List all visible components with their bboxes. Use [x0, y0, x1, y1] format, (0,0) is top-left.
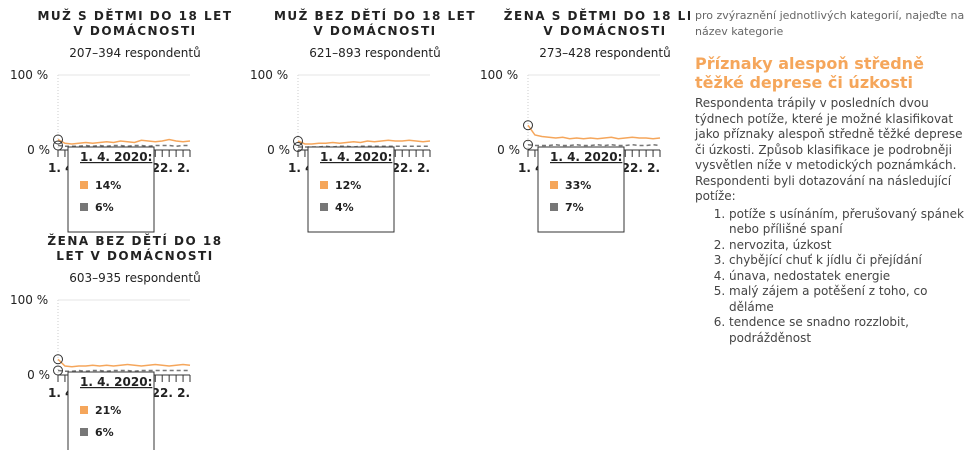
legend-swatch	[80, 428, 88, 436]
x-tick-label: 22. 2.	[152, 386, 190, 400]
chart-subtitle: 273–428 respondentů	[539, 46, 670, 60]
x-tick-label: 22. 2.	[622, 161, 660, 175]
point-marker	[523, 120, 533, 131]
tooltip	[307, 146, 395, 233]
chart-subtitle: 621–893 respondentů	[309, 46, 440, 60]
tooltip-value: 6%	[95, 201, 114, 214]
series-line	[57, 138, 191, 145]
list-item: potíže s usínáním, přerušovaný spánek ne…	[729, 207, 970, 238]
list-item: tendence se snadno rozzlobit, podrážděno…	[729, 315, 970, 346]
y-tick-label: 100 %	[250, 68, 288, 82]
tooltip-title: 1. 4. 2020:	[320, 150, 392, 164]
tooltip-title: 1. 4. 2020:	[550, 150, 622, 164]
y-tick-label: 0 %	[267, 143, 290, 157]
legend-swatch	[320, 181, 328, 189]
tooltip-value: 7%	[565, 201, 584, 214]
legend-swatch	[80, 181, 88, 189]
legend-swatch	[550, 203, 558, 211]
y-tick-label: 0 %	[497, 143, 520, 157]
chart-subtitle: 207–394 respondentů	[69, 46, 200, 60]
legend-swatch	[80, 203, 88, 211]
list-item: nervozita, úzkost	[729, 238, 970, 254]
point-marker	[53, 365, 63, 376]
tooltip	[67, 146, 155, 233]
y-tick-label: 100 %	[480, 68, 518, 82]
y-tick-label: 0 %	[27, 368, 50, 382]
series-line	[527, 124, 661, 140]
legend-swatch	[80, 406, 88, 414]
intro: pro zvýraznění jednotlivých kategorií, n…	[695, 9, 965, 38]
point-marker	[53, 140, 63, 151]
series-line	[57, 358, 191, 368]
tooltip-value: 6%	[95, 426, 114, 439]
series-line	[297, 139, 431, 145]
tooltip-title: 1. 4. 2020:	[80, 150, 152, 164]
tooltip-value: 33%	[565, 179, 591, 192]
chart-title: MUŽ BEZ DĚTÍ DO 18 LET V DOMÁCNOSTI	[274, 8, 476, 38]
tooltip-value: 21%	[95, 404, 121, 417]
point-marker	[523, 139, 533, 150]
description: Respondenta trápily v posledních dvou tý…	[695, 96, 963, 203]
series-line	[57, 369, 190, 373]
chart-subtitle: 603–935 respondentů	[69, 271, 200, 285]
tooltip-value: 12%	[335, 179, 361, 192]
point-marker	[293, 136, 303, 146]
tooltip-value: 14%	[95, 179, 121, 192]
list: potíže s usínáním, přerušovaný spánek ne…	[695, 207, 970, 347]
tooltip-title: 1. 4. 2020:	[80, 375, 152, 389]
chart-title: ŽENA S DĚTMI DO 18 LET V DOMÁCNOSTI	[504, 8, 690, 38]
list-item: únava, nedostatek energie	[729, 269, 970, 285]
y-tick-label: 100 %	[10, 293, 48, 307]
point-marker	[293, 142, 303, 152]
y-tick-label: 100 %	[10, 68, 48, 82]
series-line	[527, 143, 661, 147]
heading: Příznaky alespoň středně těžké deprese č…	[695, 54, 924, 92]
y-tick-label: 0 %	[27, 143, 50, 157]
sidebar: pro zvýraznění jednotlivých kategorií, n…	[695, 8, 970, 346]
list-item: chybějící chuť k jídlu či přejídání	[729, 253, 970, 269]
charts: MUŽ S DĚTMI DO 18 LET V DOMÁCNOSTI 207–394…	[10, 8, 690, 450]
chart-title: MUŽ S DĚTMI DO 18 LET V DOMÁCNOSTI	[37, 8, 232, 38]
list-item: malý zájem a potěšení z toho, co děláme	[729, 284, 970, 315]
series-line	[57, 144, 190, 148]
tooltip-value: 4%	[335, 201, 354, 214]
chart-title: ŽENA BEZ DĚTÍ DO 18 LET V DOMÁCNOSTI	[47, 233, 222, 263]
point-marker	[53, 134, 63, 145]
tooltip	[537, 146, 625, 233]
point-marker	[53, 354, 63, 365]
x-tick-label: 22. 2.	[392, 161, 430, 175]
legend-swatch	[550, 181, 558, 189]
legend-swatch	[320, 203, 328, 211]
x-tick-label: 22. 2.	[152, 161, 190, 175]
